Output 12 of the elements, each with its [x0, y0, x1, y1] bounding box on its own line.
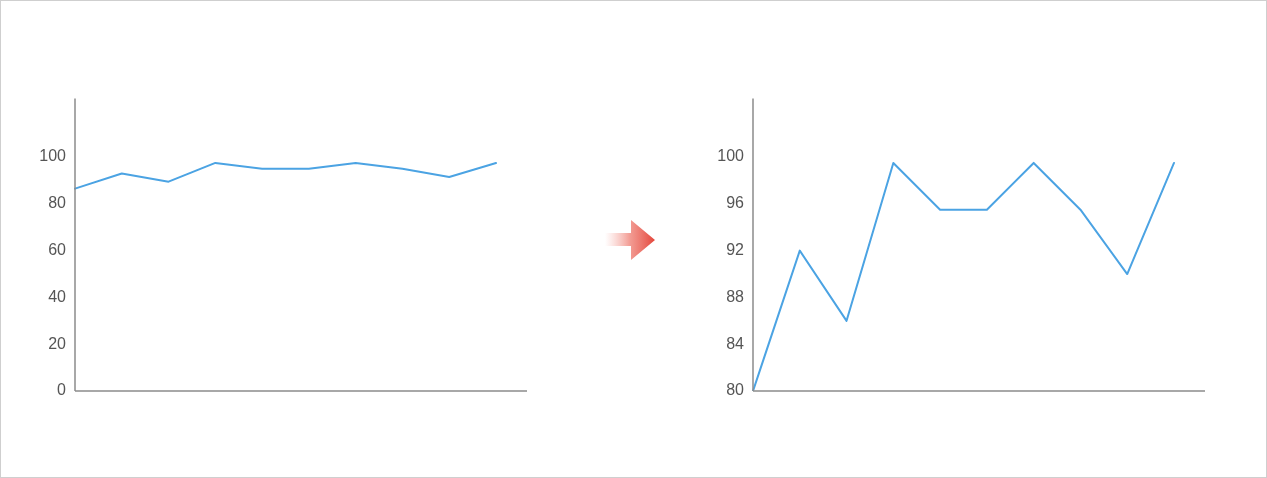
y-tick-label: 80	[48, 194, 67, 212]
y-tick-label: 20	[48, 334, 67, 352]
y-tick-label: 60	[48, 241, 67, 259]
y-tick-label: 100	[39, 147, 67, 165]
y-tick-label: 88	[726, 287, 745, 305]
y-tick-label: 100	[717, 147, 745, 165]
y-tick-label: 84	[726, 334, 745, 352]
y-tick-label: 80	[726, 381, 745, 399]
y-tick-label: 92	[726, 241, 745, 259]
y-tick-label: 96	[726, 194, 745, 212]
y-tick-label: 40	[48, 287, 67, 305]
y-tick-label: 0	[57, 381, 67, 399]
